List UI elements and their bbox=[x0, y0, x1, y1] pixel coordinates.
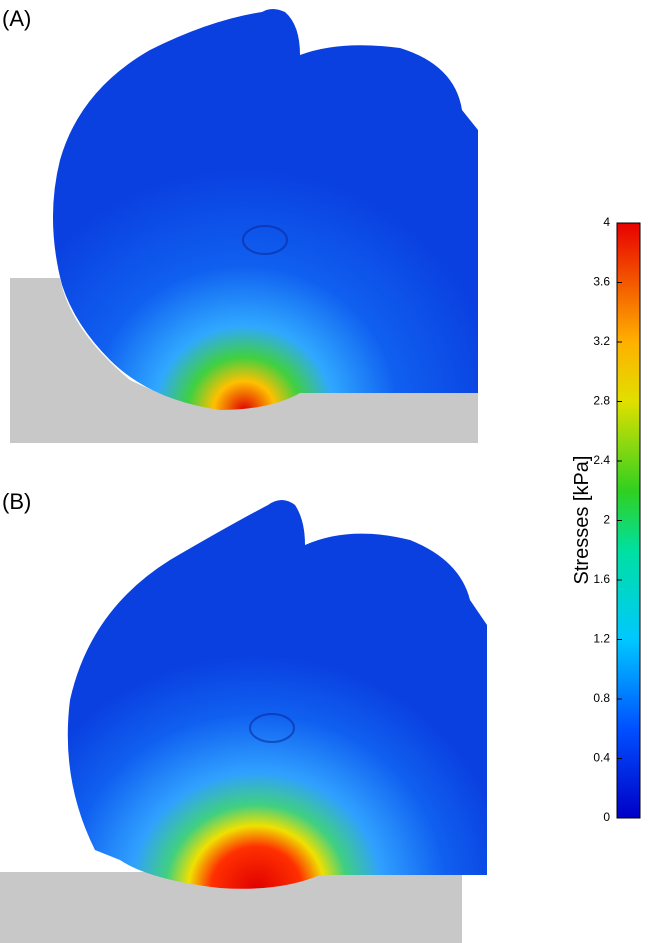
head bbox=[67, 500, 488, 889]
head bbox=[52, 9, 478, 410]
tick-label: 0.4 bbox=[593, 751, 610, 765]
tick-label: 3.2 bbox=[593, 334, 610, 348]
colorbar-ticks: 0 0.4 0.8 1.2 1.6 2 2.4 2.8 3.2 3.6 4 bbox=[593, 215, 622, 824]
tick-label: 1.2 bbox=[593, 632, 610, 646]
panel-label: (A) bbox=[2, 6, 31, 31]
colorbar-label: Stresses [kPa] bbox=[571, 456, 593, 585]
ear bbox=[242, 225, 288, 255]
tick-label: 4 bbox=[603, 215, 610, 229]
panel-label: (B) bbox=[2, 489, 31, 514]
tick-label: 3.6 bbox=[593, 275, 610, 289]
tick-label: 1.6 bbox=[593, 572, 610, 586]
support bbox=[10, 278, 478, 443]
tick-label: 2.4 bbox=[593, 453, 610, 467]
tick-label: 0 bbox=[603, 810, 610, 824]
tick-label: 0.8 bbox=[593, 691, 610, 705]
tick-label: 2 bbox=[603, 513, 610, 527]
tick-label: 2.8 bbox=[593, 394, 610, 408]
ear bbox=[249, 713, 295, 743]
